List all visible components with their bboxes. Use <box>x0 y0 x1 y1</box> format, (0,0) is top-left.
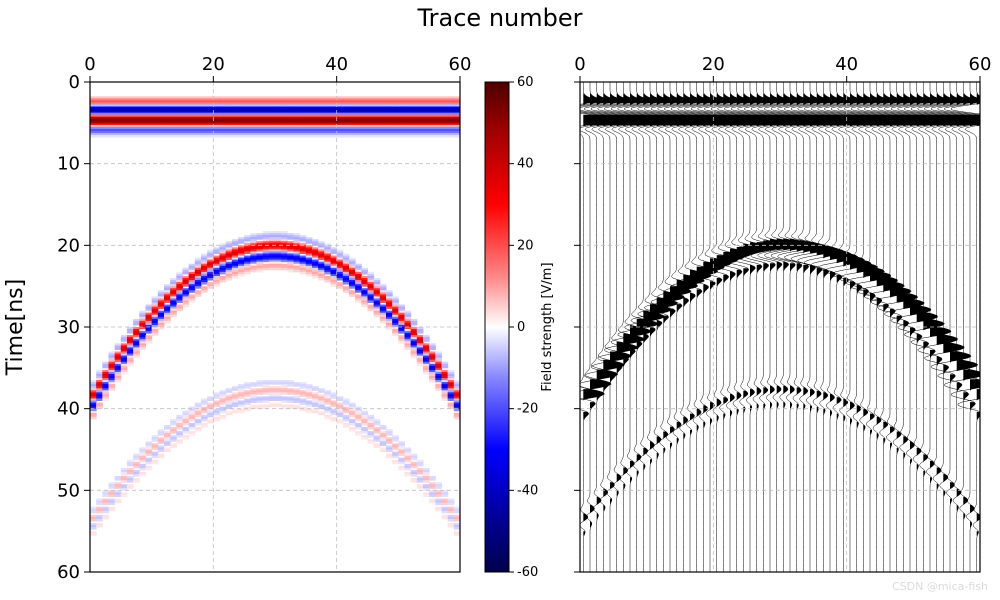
y-tick-label: 40 <box>57 399 80 420</box>
x-tick-label: 0 <box>84 54 95 75</box>
y-tick-label: 50 <box>57 480 80 501</box>
colorbar-tick-label: 60 <box>517 75 534 90</box>
wiggle-fill <box>970 115 1000 126</box>
x-tick-label: 40 <box>325 54 348 75</box>
x-tick-label: 0 <box>574 54 585 75</box>
x-tick-label: 60 <box>449 54 472 75</box>
y-tick-label: 20 <box>57 235 80 256</box>
x-tick-label: 60 <box>969 54 992 75</box>
colorbar-tick-label: 40 <box>517 157 534 172</box>
y-axis-label: Time[ns] <box>3 279 28 376</box>
y-tick-label: 30 <box>57 317 80 338</box>
y-tick-label: 60 <box>57 562 80 583</box>
colorbar-label: Field strength [V/m] <box>540 262 555 391</box>
colorbar-tick-label: -20 <box>517 402 538 417</box>
x-tick-label: 20 <box>702 54 725 75</box>
colorbar <box>485 82 509 572</box>
y-tick-label: 10 <box>57 154 80 175</box>
y-tick-label: 0 <box>69 72 80 93</box>
colorbar-tick-label: 20 <box>517 238 534 253</box>
x-tick-label: 20 <box>202 54 225 75</box>
colorbar-tick-label: -60 <box>517 565 538 580</box>
watermark: CSDN @mica-fish <box>892 580 988 593</box>
figure-title: Trace number <box>417 4 583 32</box>
figure: Trace number 0 20 40 60 0 10 20 30 40 50 60 Time[ns]… <box>0 0 1000 600</box>
colorbar-tick-label: -40 <box>517 483 538 498</box>
x-tick-label: 40 <box>835 54 858 75</box>
colorbar-tick-label: 0 <box>517 320 525 335</box>
